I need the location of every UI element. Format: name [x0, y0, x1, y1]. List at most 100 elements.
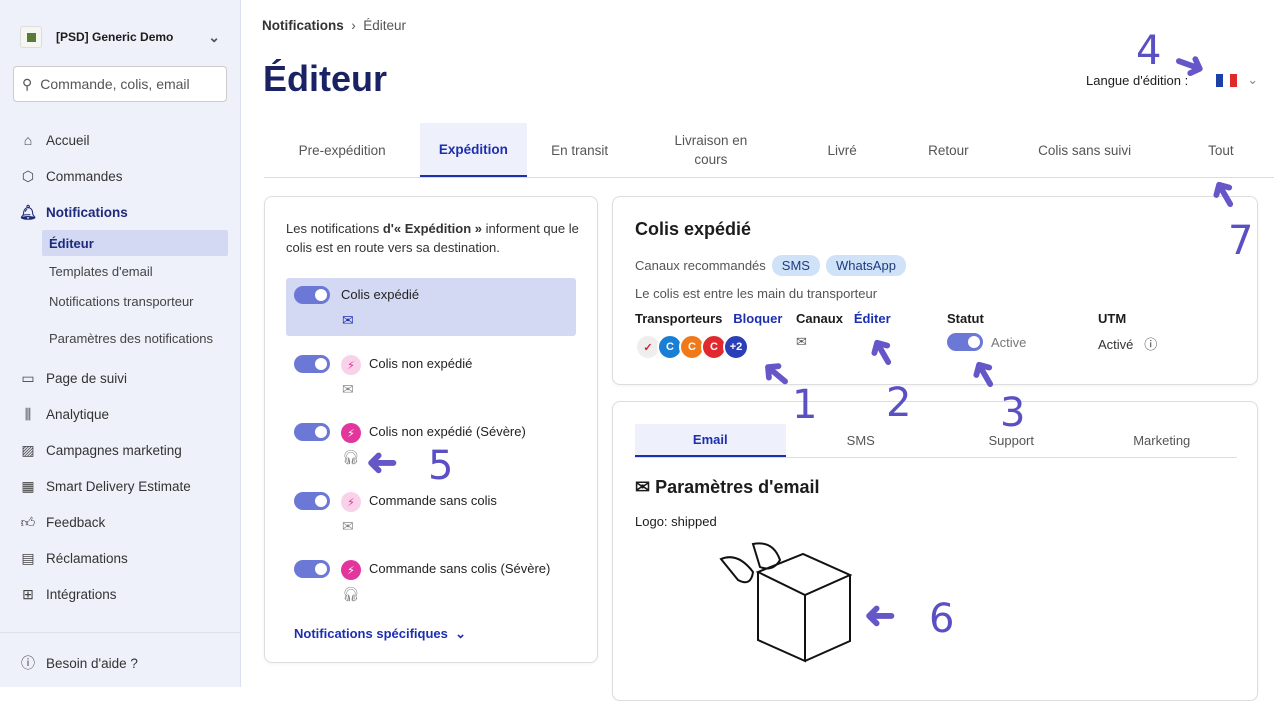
- shipped-box-illustration: [719, 542, 853, 663]
- search-input[interactable]: ⚲ Commande, colis, email: [13, 66, 227, 102]
- home-icon: ⌂: [23, 132, 33, 148]
- mail-icon: ✉: [796, 334, 807, 349]
- nav-commandes[interactable]: ⬡ Commandes: [0, 158, 241, 194]
- breadcrumb-parent[interactable]: Notifications: [262, 18, 344, 33]
- pill-whatsapp: WhatsApp: [825, 255, 906, 276]
- specific-notifications-toggle[interactable]: Notifications spécifiques ⌄: [294, 626, 466, 641]
- archive-icon: ▤: [21, 549, 35, 566]
- annotation-5: 5: [428, 443, 454, 489]
- mail-icon: ✉: [342, 312, 354, 328]
- status-toggle[interactable]: [947, 333, 983, 351]
- bolt-icon: ⚡︎: [341, 492, 361, 512]
- nav-label: Commandes: [46, 168, 123, 184]
- tab-pre-expedition[interactable]: Pre-expédition: [298, 142, 386, 158]
- arrow-icon: ➜: [366, 442, 398, 484]
- help-link[interactable]: ⓘ Besoin d'aide ?: [0, 645, 241, 681]
- intro-text: Les notifications d'« Expédition » infor…: [286, 221, 579, 255]
- detail-description: Le colis est entre les main du transport…: [635, 286, 878, 301]
- sidebar: [PSD] Generic Demo ⌄ ⚲ Commande, colis, em…: [0, 0, 241, 687]
- notification-label: Colis expédié: [341, 287, 420, 302]
- toggle[interactable]: [294, 560, 330, 578]
- tab-email[interactable]: Email: [635, 424, 786, 457]
- notification-item[interactable]: Colis expédié ✉: [286, 278, 576, 336]
- breadcrumb: Notifications › Éditeur: [262, 18, 407, 33]
- stage-tabs: Pre-expédition Expédition En transit Liv…: [264, 123, 1274, 178]
- french-flag-icon: [1216, 73, 1238, 87]
- tab-support[interactable]: Support: [988, 433, 1035, 448]
- carrier-logos: ✓ C C C +2: [635, 334, 782, 360]
- nav-label: Page de suivi: [46, 370, 128, 386]
- toggle[interactable]: [294, 492, 330, 510]
- notification-label: Commande sans colis (Sévère): [369, 561, 551, 576]
- carrier-logo: C: [657, 334, 683, 360]
- notification-item[interactable]: ⚡︎ Commande sans colis (Sévère) 🎧︎: [286, 552, 576, 610]
- nav-label: Intégrations: [46, 586, 117, 602]
- notification-item[interactable]: ⚡︎ Colis non expédié ✉: [286, 347, 576, 405]
- box-icon: ⬡: [21, 167, 35, 184]
- notification-label: Colis non expédié (Sévère): [369, 424, 526, 439]
- annotation-1: 1: [792, 382, 818, 428]
- notification-item[interactable]: ⚡︎ Colis non expédié (Sévère) 🎧︎: [286, 415, 576, 473]
- channel-tabs: Email SMS Support Marketing: [635, 424, 1237, 458]
- chart-icon: ⫼: [24, 405, 32, 422]
- bolt-icon: ⚡︎: [341, 355, 361, 375]
- headset-icon: 🎧︎: [342, 586, 360, 602]
- annotation-6: 6: [929, 596, 955, 642]
- help-section: ⓘ Besoin d'aide ?: [0, 632, 241, 681]
- nav-campagnes[interactable]: ▨ Campagnes marketing: [0, 432, 241, 468]
- chevron-down-icon: ⌄: [1247, 72, 1259, 87]
- nav-analytique[interactable]: ⫼ Analytique: [0, 396, 241, 432]
- nav-integrations[interactable]: ⊞ Intégrations: [0, 576, 241, 612]
- bolt-icon: ⚡︎: [341, 423, 361, 443]
- notification-item[interactable]: ⚡︎ Commande sans colis ✉: [286, 484, 576, 542]
- bolt-icon: ⚡︎: [341, 560, 361, 580]
- page-icon: ▭: [21, 369, 35, 386]
- recommended-channels: Canaux recommandés SMS WhatsApp: [635, 255, 906, 276]
- subnav-parametres[interactable]: Paramètres des notifications: [49, 330, 214, 346]
- breadcrumb-current: Éditeur: [363, 18, 407, 33]
- toggle[interactable]: [294, 355, 330, 373]
- carrier-logo: C: [701, 334, 727, 360]
- nav-sde[interactable]: ▦ Smart Delivery Estimate: [0, 468, 241, 504]
- tab-en-transit[interactable]: En transit: [551, 142, 609, 158]
- calendar-icon: ▦: [21, 477, 35, 494]
- image-icon: ▨: [21, 441, 35, 458]
- pill-sms: SMS: [771, 255, 820, 276]
- tab-expedition[interactable]: Expédition: [420, 123, 527, 177]
- nav-label: Accueil: [46, 132, 90, 148]
- subnav-transporteur[interactable]: Notifications transporteur: [49, 293, 194, 309]
- org-switcher[interactable]: [PSD] Generic Demo ⌄: [20, 26, 220, 48]
- subnav-templates[interactable]: Templates d'email: [49, 263, 153, 279]
- utm-status: Activé: [1098, 337, 1134, 352]
- edit-link[interactable]: Éditer: [853, 311, 891, 326]
- nav: ⌂ Accueil ⬡ Commandes 🔔︎ Notifications Édit…: [0, 122, 241, 612]
- toggle[interactable]: [294, 286, 330, 304]
- tab-livraison[interactable]: Livraison en cours: [674, 133, 748, 167]
- headset-icon: 🎧︎: [342, 449, 360, 465]
- notification-label: Colis non expédié: [369, 356, 473, 371]
- detail-title: Colis expédié: [635, 219, 752, 239]
- nav-label: Smart Delivery Estimate: [46, 478, 191, 494]
- tab-tout[interactable]: Tout: [1208, 142, 1234, 158]
- nav-page-suivi[interactable]: ▭ Page de suivi: [0, 360, 241, 396]
- tab-livre[interactable]: Livré: [827, 142, 857, 158]
- grid-icon: ⊞: [22, 585, 34, 602]
- tab-marketing[interactable]: Marketing: [1133, 433, 1191, 448]
- annotation-3: 3: [1000, 390, 1026, 436]
- nav-reclamations[interactable]: ▤ Réclamations: [0, 540, 241, 576]
- notification-list-card: Les notifications d'« Expédition » infor…: [264, 196, 598, 663]
- nav-label: Notifications: [46, 204, 128, 220]
- subnav-editeur[interactable]: Éditeur: [42, 230, 228, 256]
- tab-sans-suivi[interactable]: Colis sans suivi: [1038, 142, 1132, 158]
- utm-section: UTM Activé ⓘ: [1098, 311, 1158, 352]
- nav-notifications[interactable]: 🔔︎ Notifications: [0, 194, 241, 230]
- block-link[interactable]: Bloquer: [733, 311, 783, 326]
- thumbs-up-icon: 👍︎: [20, 513, 36, 530]
- tab-retour[interactable]: Retour: [928, 142, 969, 158]
- language-selector[interactable]: Langue d'édition : ⌄: [1086, 72, 1258, 88]
- info-icon[interactable]: ⓘ: [1144, 337, 1158, 352]
- nav-feedback[interactable]: 👍︎ Feedback: [0, 504, 241, 540]
- tab-sms[interactable]: SMS: [846, 433, 875, 448]
- toggle[interactable]: [294, 423, 330, 441]
- nav-accueil[interactable]: ⌂ Accueil: [0, 122, 241, 158]
